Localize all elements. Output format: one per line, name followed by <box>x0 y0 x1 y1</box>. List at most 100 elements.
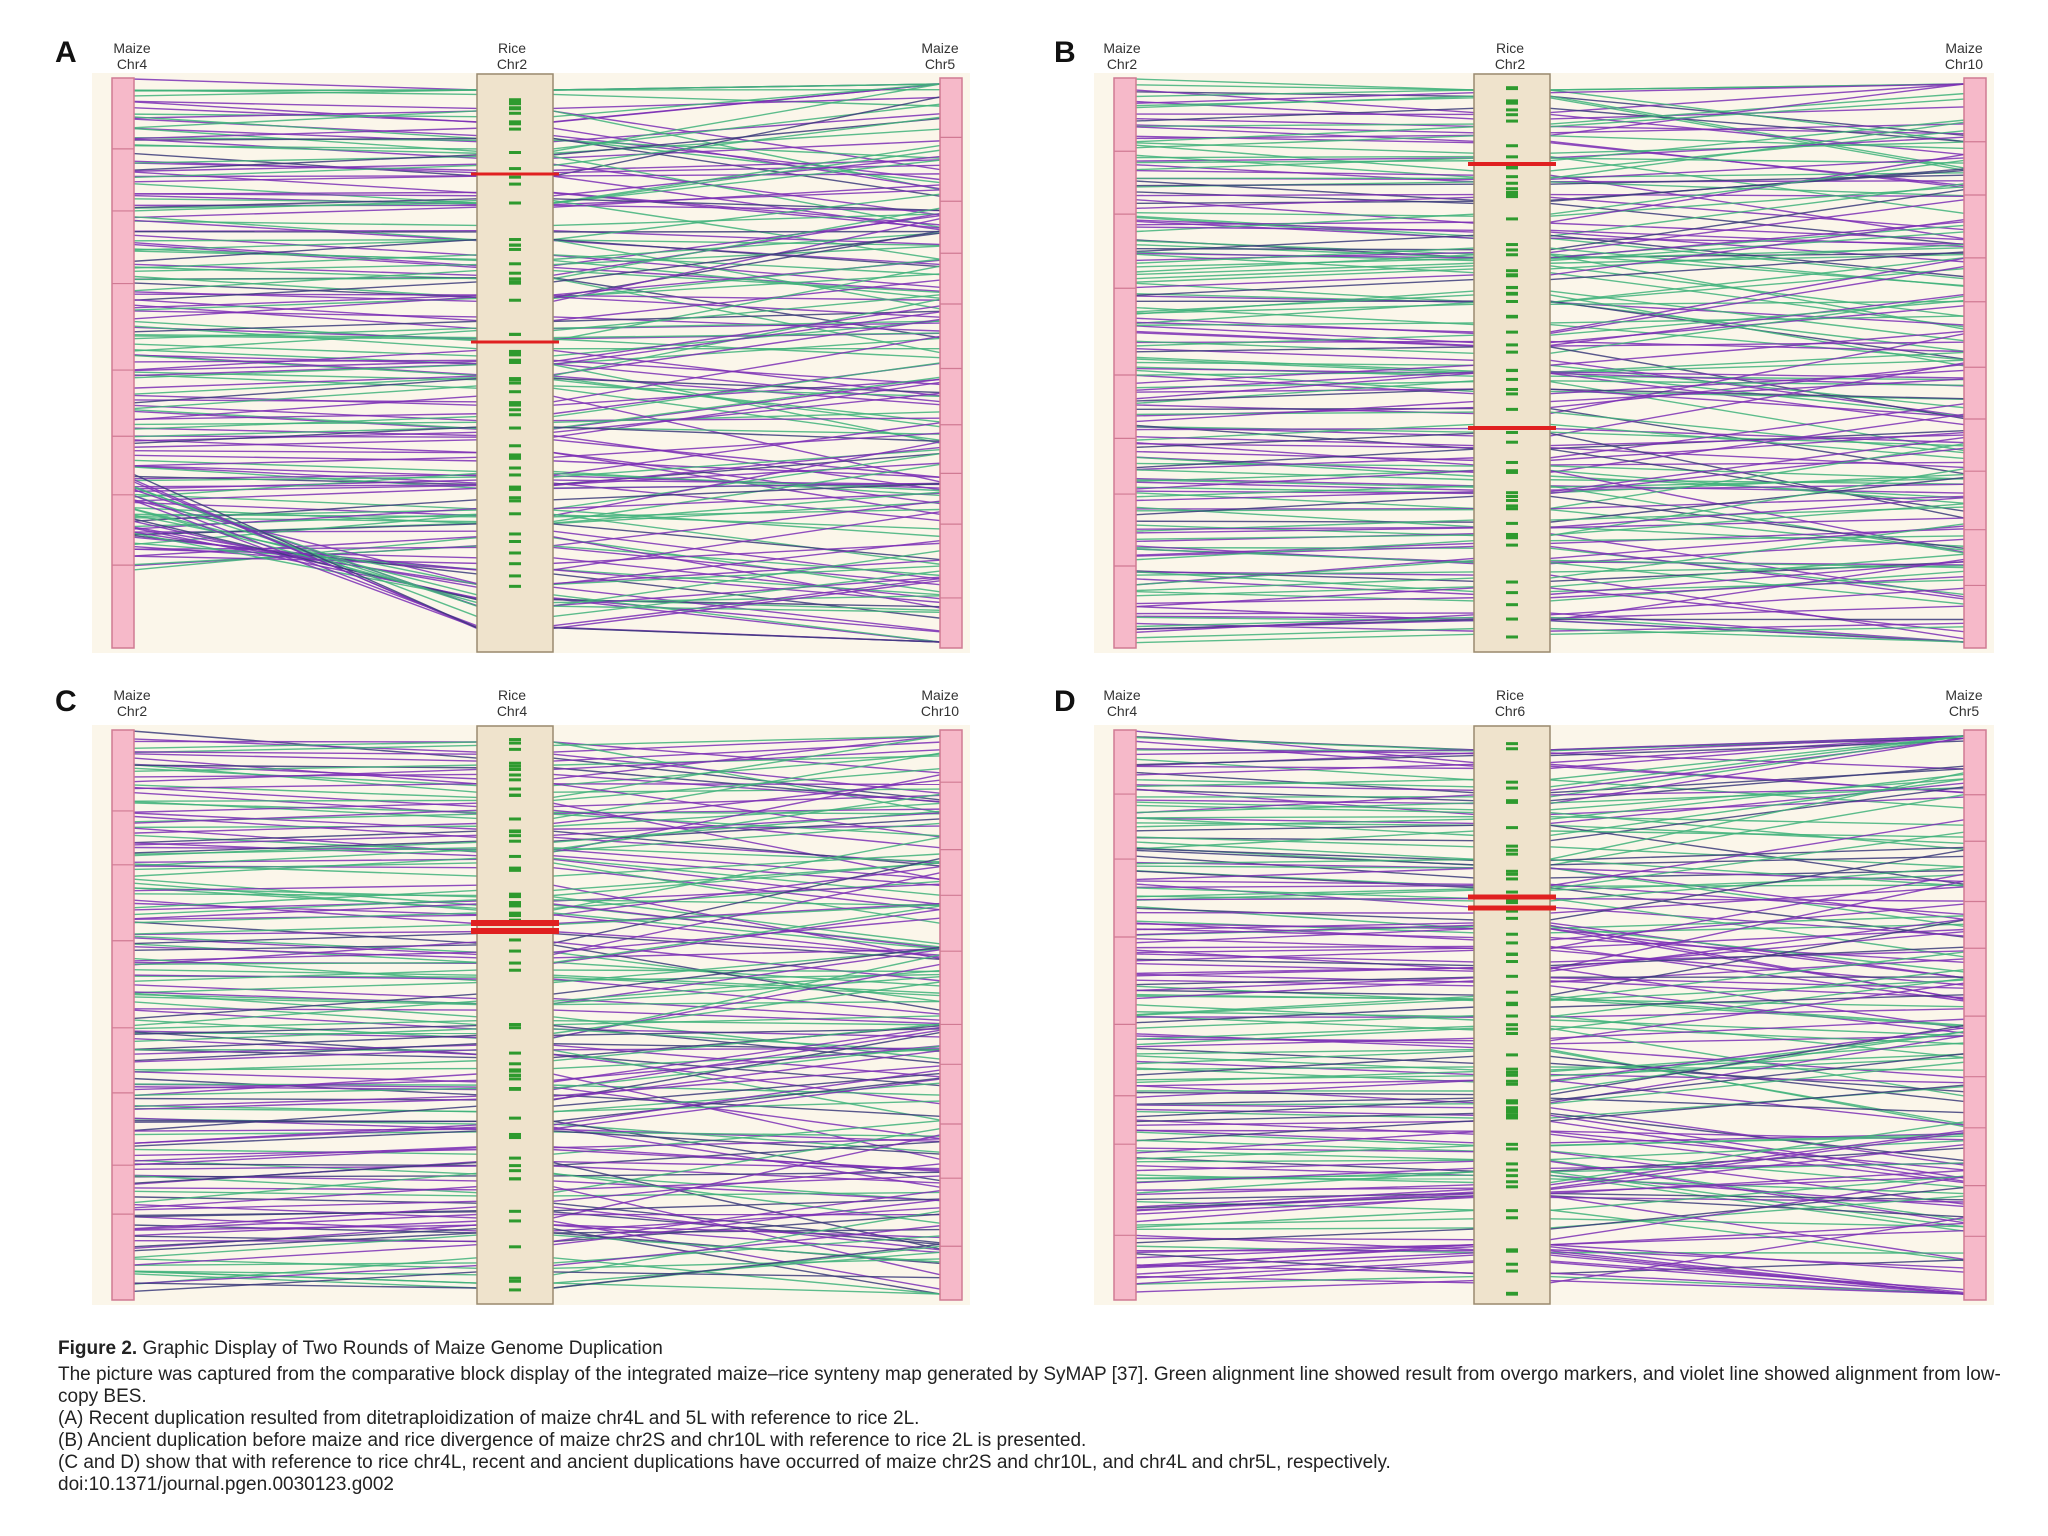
alignment-line-right <box>1549 485 1965 494</box>
rice-marker <box>509 1077 521 1081</box>
alignment-line-left <box>1133 1209 1475 1229</box>
alignment-line-right <box>1549 301 1965 326</box>
alignment-line-right <box>552 318 941 376</box>
alignment-line-right <box>552 1141 941 1167</box>
alignment-line-right <box>552 279 941 322</box>
rice-marker <box>509 1164 521 1168</box>
rice-marker <box>509 243 521 247</box>
alignment-line-right <box>1549 1042 1965 1073</box>
alignment-line-left <box>131 1234 478 1259</box>
alignment-line-left <box>1133 765 1475 770</box>
rice-marker <box>509 747 521 751</box>
alignment-line-left <box>1133 977 1475 992</box>
alignment-line-left <box>131 945 478 959</box>
alignment-line-right <box>552 735 941 753</box>
alignment-line-left <box>131 479 478 490</box>
rice-marker <box>509 1209 521 1213</box>
alignment-line-left <box>1133 426 1475 437</box>
alignment-line-right <box>552 605 941 613</box>
alignment-line-left <box>131 993 478 1020</box>
alignment-line-left <box>131 751 478 755</box>
alignment-line-left <box>1133 1129 1475 1144</box>
alignment-line-left <box>1133 243 1475 259</box>
alignment-line-right <box>1549 363 1965 409</box>
alignment-line-left <box>131 1073 478 1097</box>
duplication-boundary <box>1468 162 1556 166</box>
alignment-line-right <box>552 981 941 1035</box>
alignment-line-right <box>552 117 941 156</box>
alignment-line-right <box>1549 413 1965 473</box>
alignment-line-right <box>1549 1279 1965 1295</box>
alignment-line-left <box>1133 436 1475 447</box>
alignment-line-right <box>1549 251 1965 281</box>
alignment-line-right <box>1549 824 1965 885</box>
alignment-line-left <box>1133 542 1475 556</box>
alignment-line-right <box>1549 523 1965 579</box>
alignment-line-left <box>131 862 478 871</box>
alignment-line-left <box>1133 1047 1475 1065</box>
alignment-line-right <box>1549 470 1965 554</box>
alignment-line-left <box>131 254 478 269</box>
alignment-line-left <box>1133 1157 1475 1172</box>
alignment-line-left <box>131 802 478 813</box>
alignment-line-left <box>131 1043 478 1062</box>
rice-marker <box>1506 498 1518 502</box>
rice-marker <box>1506 786 1518 790</box>
alignment-line-right <box>1549 380 1965 386</box>
rice-marker <box>1506 507 1518 511</box>
rice-marker <box>1506 960 1518 964</box>
rice-marker <box>1506 941 1518 945</box>
alignment-line-left <box>131 486 478 607</box>
duplication-boundary <box>471 928 559 934</box>
alignment-line-right <box>552 580 941 630</box>
alignment-line-right <box>552 903 941 949</box>
rice-marker <box>1506 155 1518 159</box>
alignment-line-right <box>1549 362 1965 437</box>
alignment-line-right <box>1549 378 1965 403</box>
rice-marker <box>509 247 521 251</box>
alignment-line-right <box>552 735 941 799</box>
alignment-line-left <box>1133 836 1475 848</box>
rice-marker <box>509 281 521 285</box>
alignment-line-right <box>1549 1097 1965 1114</box>
rice-marker <box>1506 460 1518 464</box>
alignment-line-left <box>1133 880 1475 886</box>
rice-marker <box>1506 285 1518 289</box>
rice-marker <box>1506 1114 1518 1118</box>
alignment-line-left <box>1133 154 1475 178</box>
alignment-line-right <box>552 294 941 332</box>
alignment-line-right <box>1549 1030 1965 1092</box>
alignment-line-right <box>552 741 941 814</box>
alignment-line-right <box>1549 351 1965 373</box>
alignment-line-right <box>1549 1061 1965 1105</box>
rice-marker <box>1506 350 1518 354</box>
alignment-line-left <box>1133 213 1475 233</box>
rice-marker <box>1506 1032 1518 1036</box>
alignment-line-right <box>552 570 941 618</box>
rice-marker <box>1506 343 1518 347</box>
alignment-line-left <box>1133 400 1475 423</box>
alignment-line-left <box>1133 155 1475 159</box>
alignment-line-left <box>1133 388 1475 402</box>
alignment-line-left <box>1133 1120 1475 1142</box>
alignment-line-left <box>131 840 478 854</box>
alignment-line-right <box>1549 980 1965 999</box>
rice-marker <box>1506 166 1518 170</box>
alignment-line-left <box>1133 949 1475 970</box>
rice-marker <box>509 868 521 872</box>
alignment-line-left <box>1133 321 1475 333</box>
left-chr-label: Maize Chr2 <box>113 687 151 719</box>
alignment-line-left <box>1133 897 1475 901</box>
alignment-line-left <box>131 984 478 1000</box>
rice-marker <box>1506 521 1518 525</box>
alignment-line-right <box>552 1257 941 1295</box>
alignment-line-left <box>131 1147 478 1166</box>
alignment-line-right <box>1549 1114 1965 1179</box>
alignment-line-right <box>552 565 941 586</box>
alignment-line-left <box>131 1008 478 1011</box>
alignment-line-right <box>1549 553 1965 588</box>
alignment-line-right <box>1549 257 1965 333</box>
alignment-line-left <box>1133 1184 1475 1196</box>
alignment-line-left <box>131 546 478 550</box>
alignment-line-right <box>552 1258 941 1270</box>
